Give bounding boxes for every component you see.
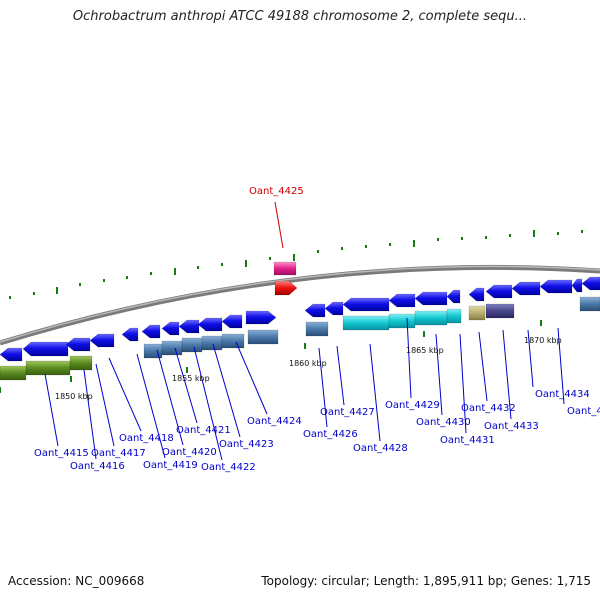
label-leader-line — [95, 363, 115, 447]
scale-label: 1860 kbp — [289, 359, 327, 368]
gene-label-oant-4418[interactable]: Oant_4418 — [119, 433, 174, 444]
gene-arrow[interactable] — [141, 324, 161, 339]
gene-arrow[interactable] — [414, 310, 448, 326]
label-leader-line — [459, 333, 467, 434]
gene-arrow[interactable] — [121, 327, 139, 342]
label-leader-line — [527, 329, 534, 388]
gene-arrow[interactable] — [65, 337, 91, 352]
gene-arrow[interactable] — [414, 291, 448, 306]
gene-arrow[interactable] — [161, 340, 183, 356]
accession-text: Accession: NC_009668 — [8, 574, 145, 588]
label-leader-line — [212, 343, 241, 438]
gene-label-oant-4416[interactable]: Oant_4416 — [70, 461, 125, 472]
label-leader-line — [156, 349, 184, 446]
gene-arrow[interactable] — [181, 337, 203, 353]
gene-label-oant-4431[interactable]: Oant_4431 — [440, 435, 495, 446]
genome-summary-text: Topology: circular; Length: 1,895,911 bp… — [261, 574, 591, 588]
label-leader-line — [369, 343, 381, 442]
gene-label-oant-4425[interactable]: Oant_4425 — [249, 186, 304, 197]
gene-labels: Oant_4415Oant_4416Oant_4417Oant_4418Oant… — [34, 186, 600, 473]
gene-arrow[interactable] — [305, 321, 329, 337]
gene-label-oant-4419[interactable]: Oant_4419 — [143, 460, 198, 471]
gene-arrow[interactable] — [221, 314, 243, 329]
label-leader-line — [336, 345, 345, 406]
scale-label: 1850 kbp — [55, 392, 93, 401]
gene-label-oant-4420[interactable]: Oant_4420 — [162, 447, 217, 458]
gene-arrow[interactable] — [0, 347, 23, 362]
scale-label: 1855 kbp — [172, 374, 210, 383]
gene-arrow[interactable] — [571, 278, 583, 293]
gene-arrow[interactable] — [143, 343, 163, 359]
gene-label-oant-4427[interactable]: Oant_4427 — [320, 407, 375, 418]
gene-label-oant-4432[interactable]: Oant_4432 — [461, 403, 516, 414]
gene-arrow[interactable] — [0, 365, 27, 381]
gene-arrow[interactable] — [25, 360, 71, 376]
gene-arrow[interactable] — [485, 284, 513, 299]
label-leader-line — [318, 347, 328, 428]
gene-arrow[interactable] — [446, 289, 461, 304]
gene-label-oant-4415[interactable]: Oant_4415 — [34, 448, 89, 459]
gene-arrow[interactable] — [245, 310, 277, 325]
scale-labels: 1850 kbp 1855 kbp 1860 kbp 1865 kbp 1870… — [55, 336, 562, 401]
gene-label-oant-4429[interactable]: Oant_4429 — [385, 400, 440, 411]
gene-arrow[interactable] — [22, 341, 69, 357]
gene-arrow[interactable] — [197, 317, 223, 332]
tick-marks — [0, 230, 583, 393]
label-leader-line — [193, 346, 223, 461]
label-leader-line — [136, 353, 166, 459]
gene-arrow[interactable] — [388, 293, 416, 308]
chromosome-backbone — [0, 264, 600, 346]
gene-arrow[interactable] — [539, 279, 573, 294]
gene-arrow[interactable] — [273, 261, 297, 276]
gene-arrow[interactable] — [468, 305, 486, 321]
label-leader-line — [478, 331, 488, 402]
map-title: Ochrobactrum anthropi ATCC 49188 chromos… — [72, 9, 528, 24]
label-leader-line — [174, 347, 198, 424]
gene-arrow[interactable] — [468, 287, 485, 302]
gene-arrow[interactable] — [342, 297, 390, 312]
gene-arrow[interactable] — [485, 303, 515, 319]
gene-arrow[interactable] — [324, 301, 344, 316]
gene-label-oant-4422[interactable]: Oant_4422 — [201, 462, 256, 473]
gene-arrow[interactable] — [274, 280, 298, 296]
gene-arrow[interactable] — [304, 303, 326, 318]
gene-arrow[interactable] — [581, 276, 600, 291]
gene-label-oant-4434[interactable]: Oant_4434 — [535, 389, 590, 400]
label-leader-line — [83, 369, 97, 460]
gene-arrow[interactable] — [178, 319, 200, 334]
gene-label-oant-4423[interactable]: Oant_4423 — [219, 439, 274, 450]
scale-label: 1865 kbp — [406, 346, 444, 355]
gene-arrow[interactable] — [161, 321, 180, 336]
gene-label-oant-4433[interactable]: Oant_4433 — [484, 421, 539, 432]
gene-label-oant-4435[interactable]: Oant_4435 — [567, 406, 600, 417]
gene-arrow[interactable] — [342, 315, 390, 331]
label-leader-line — [274, 201, 284, 249]
gene-label-oant-4421[interactable]: Oant_4421 — [176, 425, 231, 436]
label-leader-line — [406, 317, 412, 399]
gene-label-oant-4424[interactable]: Oant_4424 — [247, 416, 302, 427]
label-leader-line — [502, 329, 512, 420]
gene-arrow[interactable] — [446, 308, 462, 324]
gene-arrow[interactable] — [201, 335, 223, 351]
gene-features — [0, 261, 600, 381]
gene-arrow[interactable] — [388, 313, 416, 329]
label-leader-line — [435, 333, 443, 416]
label-leaders — [44, 201, 565, 461]
label-leader-line — [235, 341, 268, 415]
scale-label: 1870 kbp — [524, 336, 562, 345]
gene-label-oant-4430[interactable]: Oant_4430 — [416, 417, 471, 428]
label-leader-line — [557, 327, 565, 405]
gene-arrow[interactable] — [511, 281, 541, 296]
gene-arrow[interactable] — [247, 329, 279, 345]
gene-arrow[interactable] — [89, 333, 115, 348]
gene-arrow[interactable] — [579, 296, 600, 312]
label-leader-line — [44, 373, 59, 447]
label-leader-line — [108, 357, 142, 432]
gene-label-oant-4428[interactable]: Oant_4428 — [353, 443, 408, 454]
gene-arrow[interactable] — [221, 333, 245, 349]
gene-label-oant-4426[interactable]: Oant_4426 — [303, 429, 358, 440]
gene-label-oant-4417[interactable]: Oant_4417 — [91, 448, 146, 459]
gene-arrow[interactable] — [69, 355, 93, 371]
